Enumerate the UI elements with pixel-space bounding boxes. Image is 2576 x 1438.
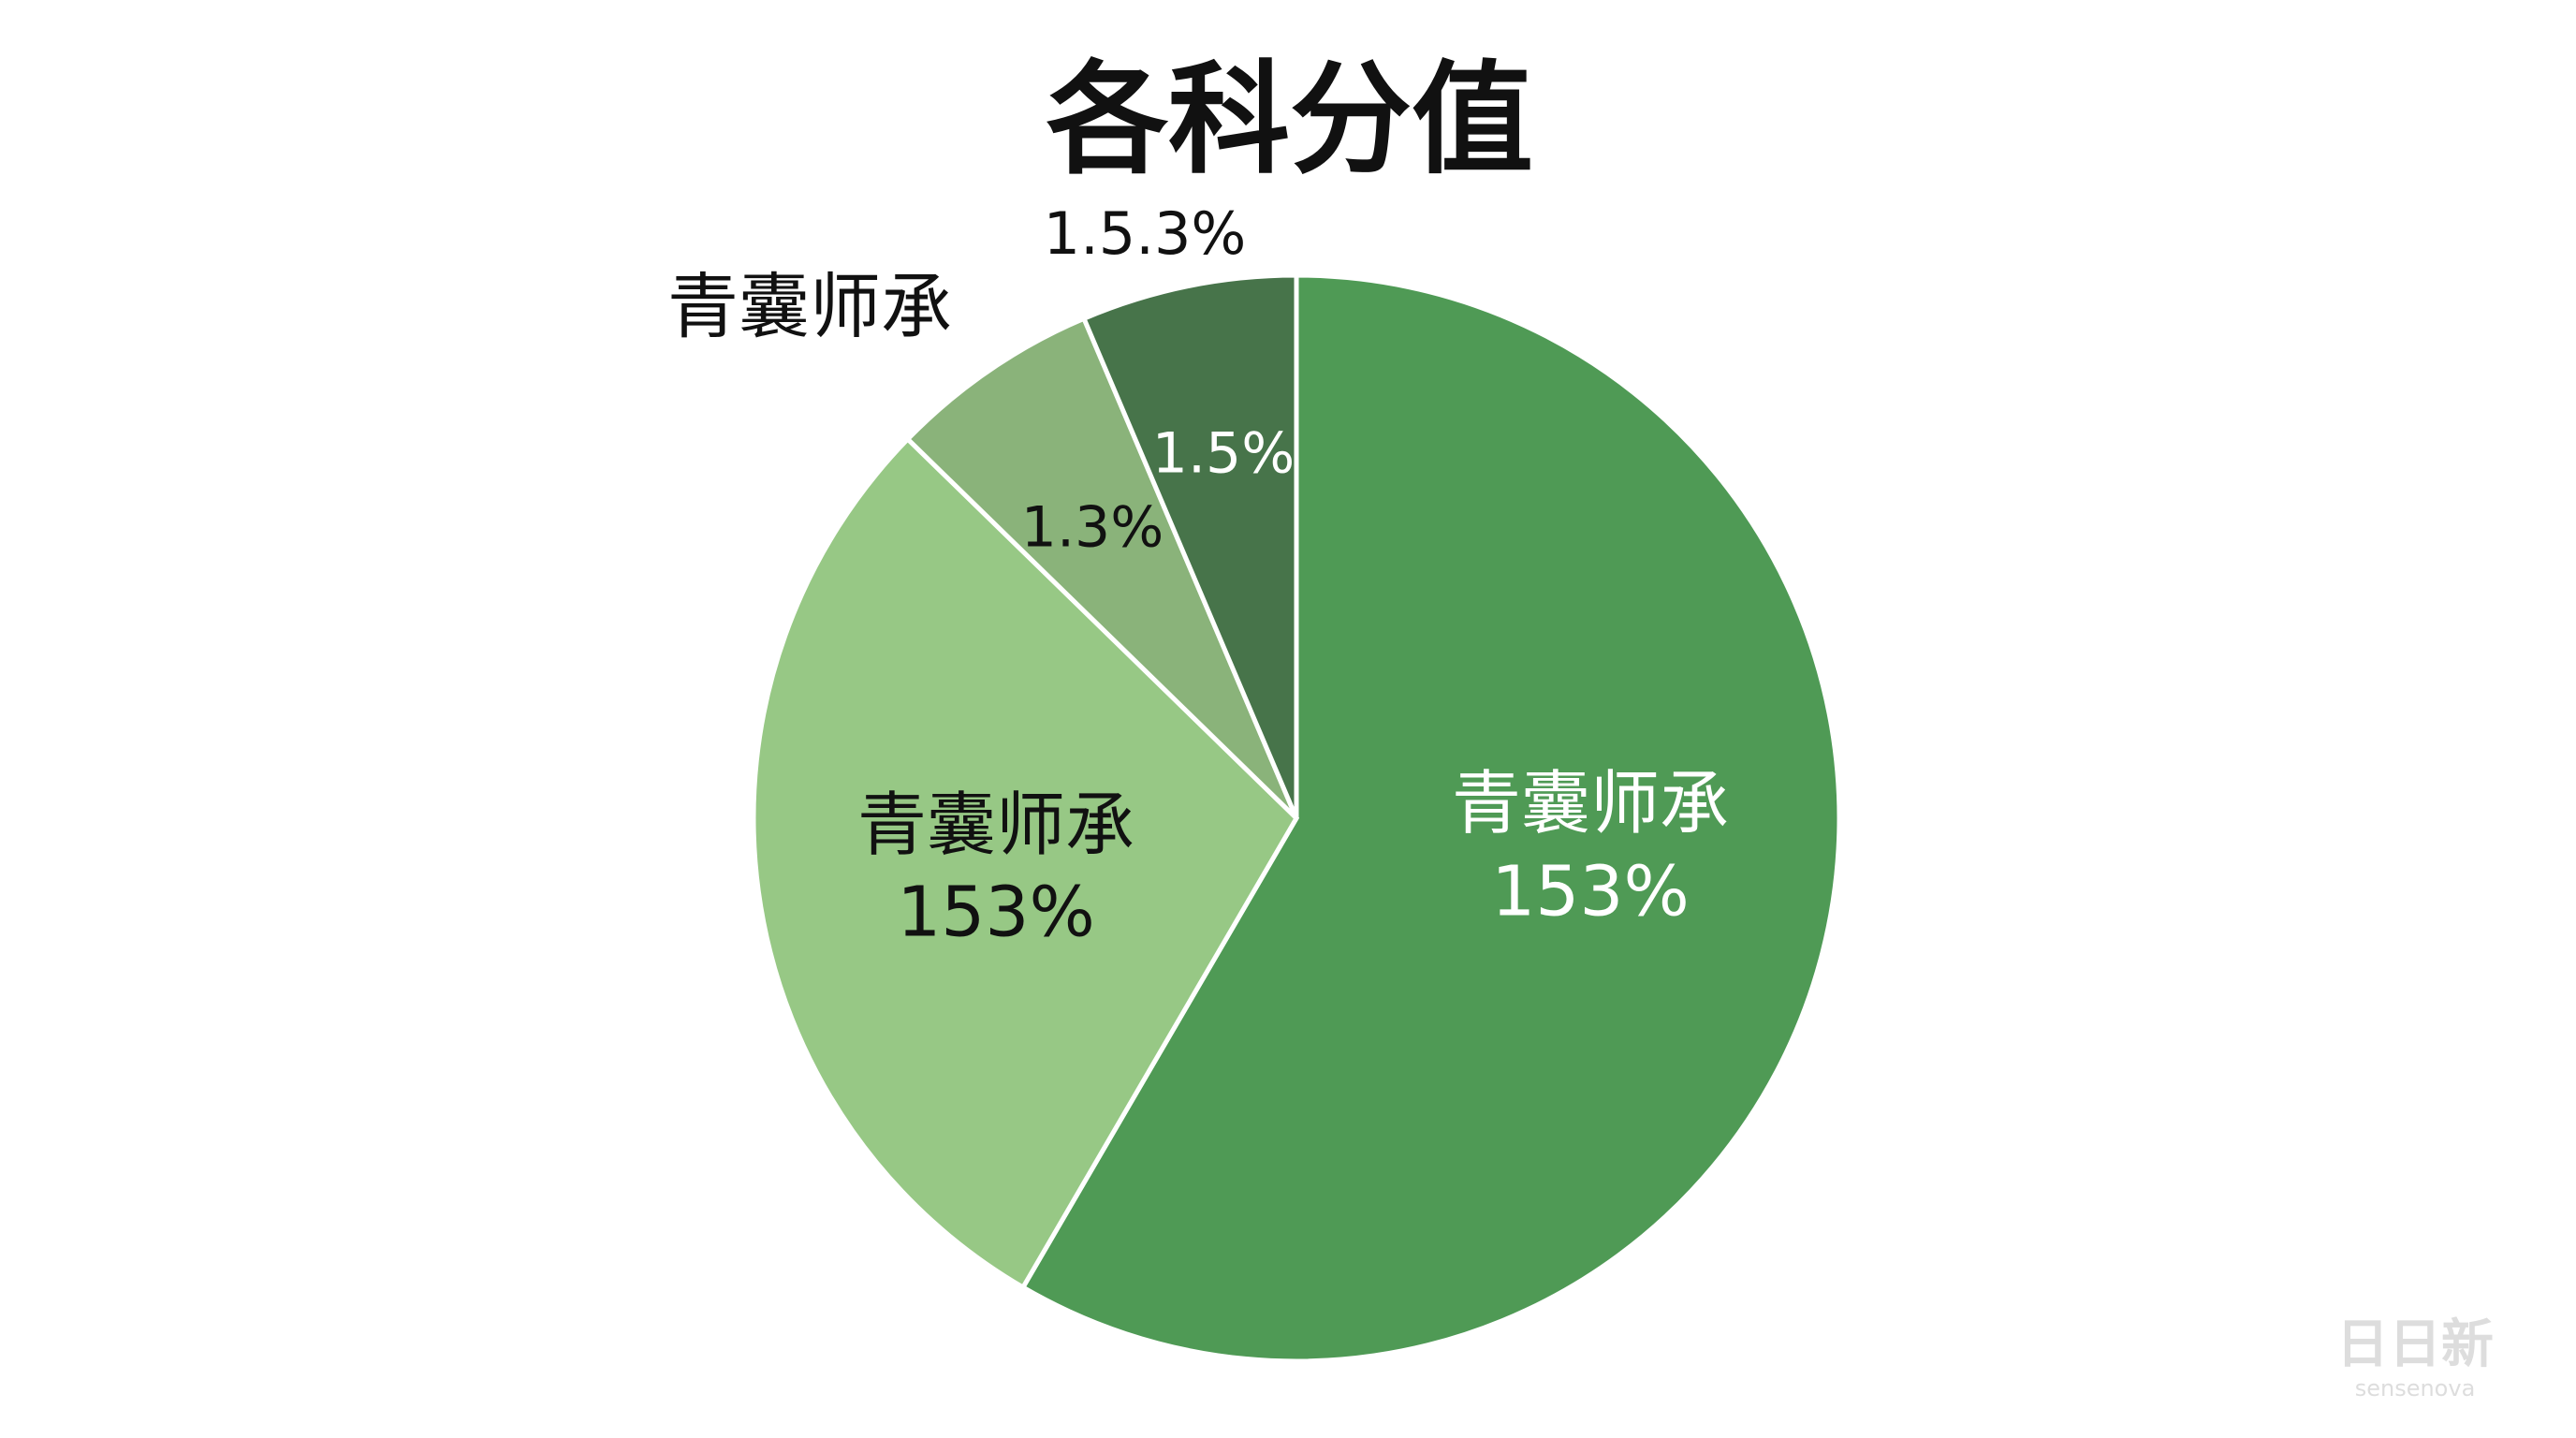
outside-label: 青囊师承: [667, 265, 952, 348]
watermark: 日日新: [2336, 1314, 2494, 1375]
outside-label: 1.5.3%: [1044, 199, 1247, 268]
slice-label: 153%: [897, 873, 1095, 953]
watermark: sensenova: [2355, 1375, 2476, 1401]
slice-label: 青囊师承: [857, 785, 1134, 866]
slice-label: 1.3%: [1021, 495, 1164, 561]
pie-slice: [904, 315, 1299, 820]
pie: [751, 272, 1842, 1364]
pie-slice: [1019, 272, 1842, 1364]
slice-label: 青囊师承: [1452, 764, 1729, 844]
pie-slice: [751, 435, 1300, 1291]
slice-label: 1.5%: [1152, 421, 1295, 487]
pie-slice: [1080, 272, 1299, 819]
slice-label: 153%: [1491, 852, 1690, 932]
chart-title: 各科分值: [1046, 49, 1533, 191]
